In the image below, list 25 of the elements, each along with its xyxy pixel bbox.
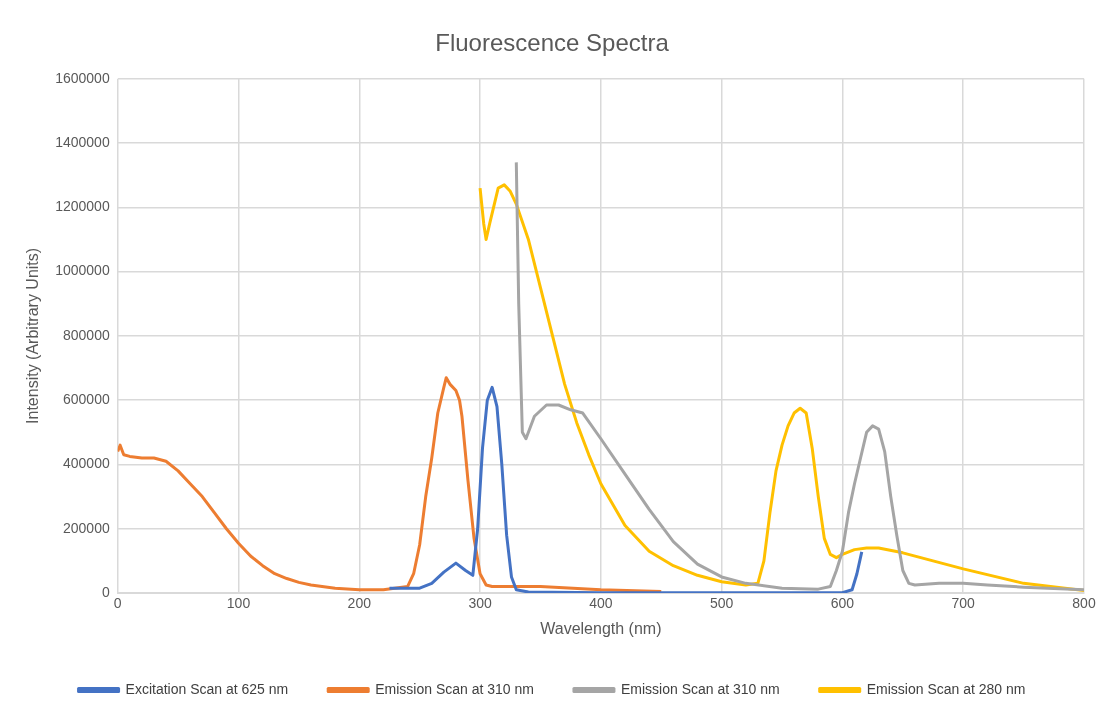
y-tick-label: 0 <box>101 583 110 600</box>
y-axis-title: Intensity (Arbitrary Units) <box>24 247 42 424</box>
y-tick-label: 1200000 <box>55 198 110 215</box>
y-tick-label: 400000 <box>62 455 110 472</box>
x-tick-label: 800 <box>1072 595 1096 612</box>
x-tick-label: 300 <box>468 595 492 612</box>
legend-label: Emission Scan at 310 nm <box>620 680 780 697</box>
legend-label: Emission Scan at 280 nm <box>866 680 1026 697</box>
x-tick-label: 600 <box>830 595 855 612</box>
x-tick-label: 700 <box>951 595 976 612</box>
y-tick-label: 1000000 <box>55 262 110 279</box>
x-tick-label: 0 <box>113 595 122 612</box>
x-tick-label: 400 <box>589 595 613 612</box>
x-axis-title: Wavelength (nm) <box>540 619 662 637</box>
x-tick-label: 100 <box>226 595 251 612</box>
y-tick-label: 200000 <box>62 519 110 536</box>
y-tick-label: 600000 <box>62 391 110 408</box>
legend-label: Excitation Scan at 625 nm <box>125 680 289 697</box>
x-tick-label: 200 <box>347 595 372 612</box>
x-tick-label: 500 <box>709 595 734 612</box>
y-tick-label: 800000 <box>62 326 110 343</box>
chart-title: Fluorescence Spectra <box>435 29 670 57</box>
y-tick-label: 1600000 <box>55 69 110 86</box>
legend-label: Emission Scan at 310 nm <box>375 680 534 697</box>
y-tick-label: 1400000 <box>55 133 110 150</box>
